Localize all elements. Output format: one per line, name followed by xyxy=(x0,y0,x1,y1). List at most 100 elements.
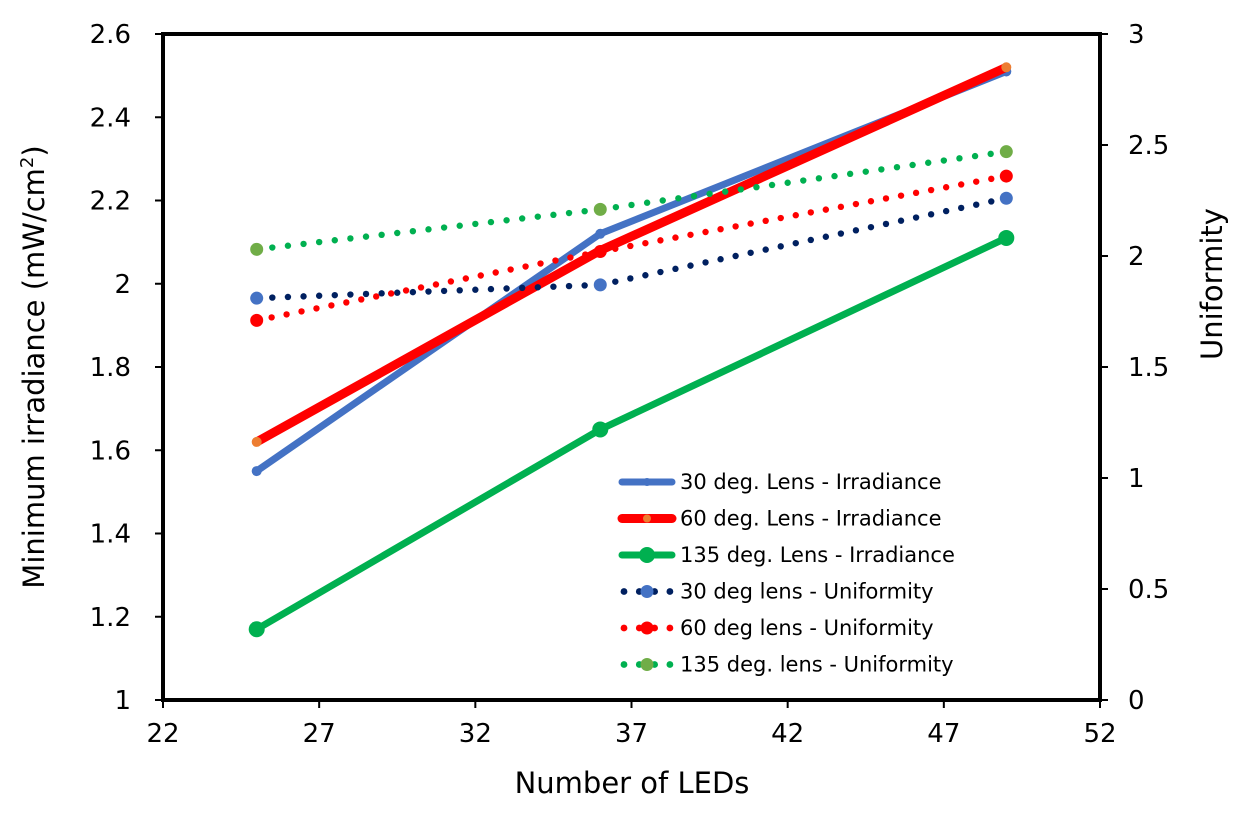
series-60-deg-lens-uniformity-dot xyxy=(642,239,649,247)
series-30-deg-lens-uniformity-dot xyxy=(973,201,980,208)
legend-entry-60-deg-lens-irradiance-marker xyxy=(643,514,651,523)
legend-entry-30-deg-lens-irradiance-label: 30 deg. Lens - Irradiance xyxy=(680,470,942,494)
series-60-deg-lens-uniformity-dot xyxy=(792,212,799,219)
series-30-deg-lens-uniformity-dot xyxy=(440,287,448,295)
series-60-deg-lens-uniformity-dot xyxy=(537,260,544,267)
series-30-deg-lens-uniformity-dot xyxy=(269,294,276,301)
series-135-deg-lens-uniformity-dot xyxy=(550,211,557,219)
legend-entry-135-deg-lens-uniformity-swatch-dot xyxy=(666,661,674,668)
series-30-deg-lens-uniformity-dot xyxy=(747,249,754,256)
series-60-deg-lens-uniformity-dot xyxy=(657,237,664,244)
y-tick-label: 2.2 xyxy=(90,187,131,217)
y-tick-label: 1.8 xyxy=(90,353,131,383)
series-60-deg-lens-uniformity-dot xyxy=(507,266,514,273)
series-60-deg-lens-uniformity-point xyxy=(999,169,1013,183)
series-135-deg-lens-uniformity-dot xyxy=(472,220,479,228)
series-60-deg-lens-uniformity-dot xyxy=(447,278,455,285)
y2-tick-label: 3 xyxy=(1128,20,1145,50)
series-60-deg-lens-uniformity-point xyxy=(250,313,264,327)
series-30-deg-lens-uniformity-dot xyxy=(503,285,510,292)
legend-entry-135-deg-lens-irradiance-label: 135 deg. Lens - Irradiance xyxy=(680,543,955,567)
series-135-deg-lens-uniformity-dot xyxy=(956,155,963,162)
series-30-deg-lens-uniformity-dot xyxy=(762,246,769,253)
series-60-deg-lens-uniformity-dot xyxy=(552,257,559,264)
series-135-deg-lens-uniformity-dot xyxy=(690,192,698,200)
series-135-deg-lens-uniformity-dot xyxy=(409,227,417,235)
series-30-deg-lens-uniformity-dot xyxy=(409,288,417,296)
legend-entry-30-deg-lens-irradiance-marker xyxy=(643,478,651,486)
y2-tick-label: 1 xyxy=(1128,464,1145,494)
series-30-deg-lens-uniformity-dot xyxy=(672,265,679,273)
series-30-deg-lens-uniformity-dot xyxy=(852,227,860,234)
series-135-deg-lens-uniformity-dot xyxy=(768,181,776,189)
series-135-deg-lens-irradiance xyxy=(248,229,1015,638)
series-60-deg-lens-uniformity-dot xyxy=(762,217,769,225)
legend-entry-60-deg-lens-uniformity-swatch-dot xyxy=(620,624,628,632)
series-30-deg-lens-uniformity-point xyxy=(250,291,264,305)
series-60-deg-lens-uniformity-dot xyxy=(358,296,365,303)
series-135-deg-lens-uniformity-dot xyxy=(784,179,791,186)
series-30-deg-lens-uniformity-dot xyxy=(882,220,890,228)
y-tick-label: 1.4 xyxy=(90,520,131,550)
series-60-deg-lens-uniformity-dot xyxy=(747,220,754,227)
series-135-deg-lens-uniformity xyxy=(250,145,1013,256)
series-30-deg-lens-uniformity-dot xyxy=(957,204,965,212)
x-tick-label: 42 xyxy=(771,719,804,749)
series-135-deg-lens-uniformity-dot xyxy=(487,218,495,226)
series-60-deg-lens-uniformity-dot xyxy=(702,228,709,236)
series-30-deg-lens-uniformity-dot xyxy=(331,291,338,299)
series-60-deg-lens-uniformity-dot xyxy=(672,234,679,241)
series-30-deg-lens-uniformity-dot xyxy=(565,282,573,290)
series-60-deg-lens-uniformity-dot xyxy=(882,195,890,202)
series-135-deg-lens-uniformity-dot xyxy=(503,217,510,224)
legend-entry-60-deg-lens-uniformity-marker xyxy=(640,621,654,635)
series-60-deg-lens-uniformity-dot xyxy=(567,254,574,261)
series-60-deg-lens-uniformity-dot xyxy=(612,245,619,252)
series-30-deg-lens-uniformity-dot xyxy=(792,239,799,247)
series-30-deg-lens-uniformity-dot xyxy=(581,282,588,289)
series-60-deg-lens-uniformity-dot xyxy=(942,184,950,191)
series-135-deg-lens-uniformity-dot xyxy=(300,240,307,248)
series-60-deg-lens-uniformity-dot xyxy=(957,181,965,188)
series-30-deg-lens-uniformity-dot xyxy=(867,223,875,231)
series-30-deg-lens-uniformity-dot xyxy=(837,230,845,237)
x-tick-label: 37 xyxy=(615,719,648,749)
series-30-deg-lens-uniformity-dot xyxy=(702,259,709,266)
y-tick-label: 1.6 xyxy=(90,436,131,466)
series-135-deg-lens-uniformity-dot xyxy=(347,235,354,242)
series-135-deg-lens-irradiance-point xyxy=(998,229,1015,246)
series-60-deg-lens-uniformity-dot xyxy=(837,203,845,211)
series-60-deg-lens-uniformity-dot xyxy=(417,284,425,291)
series-60-deg-lens-uniformity-dot xyxy=(477,272,484,279)
series-60-deg-lens-uniformity-point xyxy=(593,245,607,259)
series-135-deg-lens-uniformity-dot xyxy=(753,183,760,191)
series-30-deg-lens-uniformity-dot xyxy=(347,291,354,298)
series-30-deg-lens-uniformity-dot xyxy=(612,278,619,285)
series-135-deg-lens-uniformity-dot xyxy=(518,215,526,222)
legend-entry-135-deg-lens-irradiance: 135 deg. Lens - Irradiance xyxy=(618,543,955,567)
y-tick-label: 2.6 xyxy=(90,20,131,50)
x-tick-label: 52 xyxy=(1083,719,1116,749)
series-135-deg-lens-uniformity-dot xyxy=(878,166,885,173)
x-tick-label: 22 xyxy=(146,719,179,749)
x-tick-label: 47 xyxy=(927,719,960,749)
series-30-deg-lens-uniformity-dot xyxy=(394,289,401,296)
y-axis-title-main: Minimum irradiance (mW/cm xyxy=(17,168,51,589)
series-30-deg-lens-uniformity-dot xyxy=(472,286,479,293)
series-60-deg-lens-uniformity-dot xyxy=(387,290,395,297)
series-135-deg-lens-uniformity-dot xyxy=(628,201,635,209)
series-30-deg-lens-uniformity-dot xyxy=(912,214,920,221)
series-30-deg-lens-uniformity-dot xyxy=(822,233,830,240)
series-30-deg-lens-uniformity-dot xyxy=(550,283,557,290)
series-30-deg-lens-uniformity xyxy=(250,191,1013,305)
y2-tick-label: 2.5 xyxy=(1128,131,1169,161)
series-30-deg-lens-irradiance-point xyxy=(251,466,262,477)
series-30-deg-lens-uniformity-dot xyxy=(687,262,694,269)
series-135-deg-lens-uniformity-dot xyxy=(800,177,807,184)
series-135-deg-lens-uniformity-dot xyxy=(971,152,979,160)
series-60-deg-lens-uniformity-dot xyxy=(313,305,320,312)
legend-entry-30-deg-lens-uniformity-label: 30 deg lens - Uniformity xyxy=(680,580,934,604)
series-60-deg-lens-uniformity-dot xyxy=(328,302,335,309)
series-30-deg-lens-uniformity-dot xyxy=(487,285,495,293)
